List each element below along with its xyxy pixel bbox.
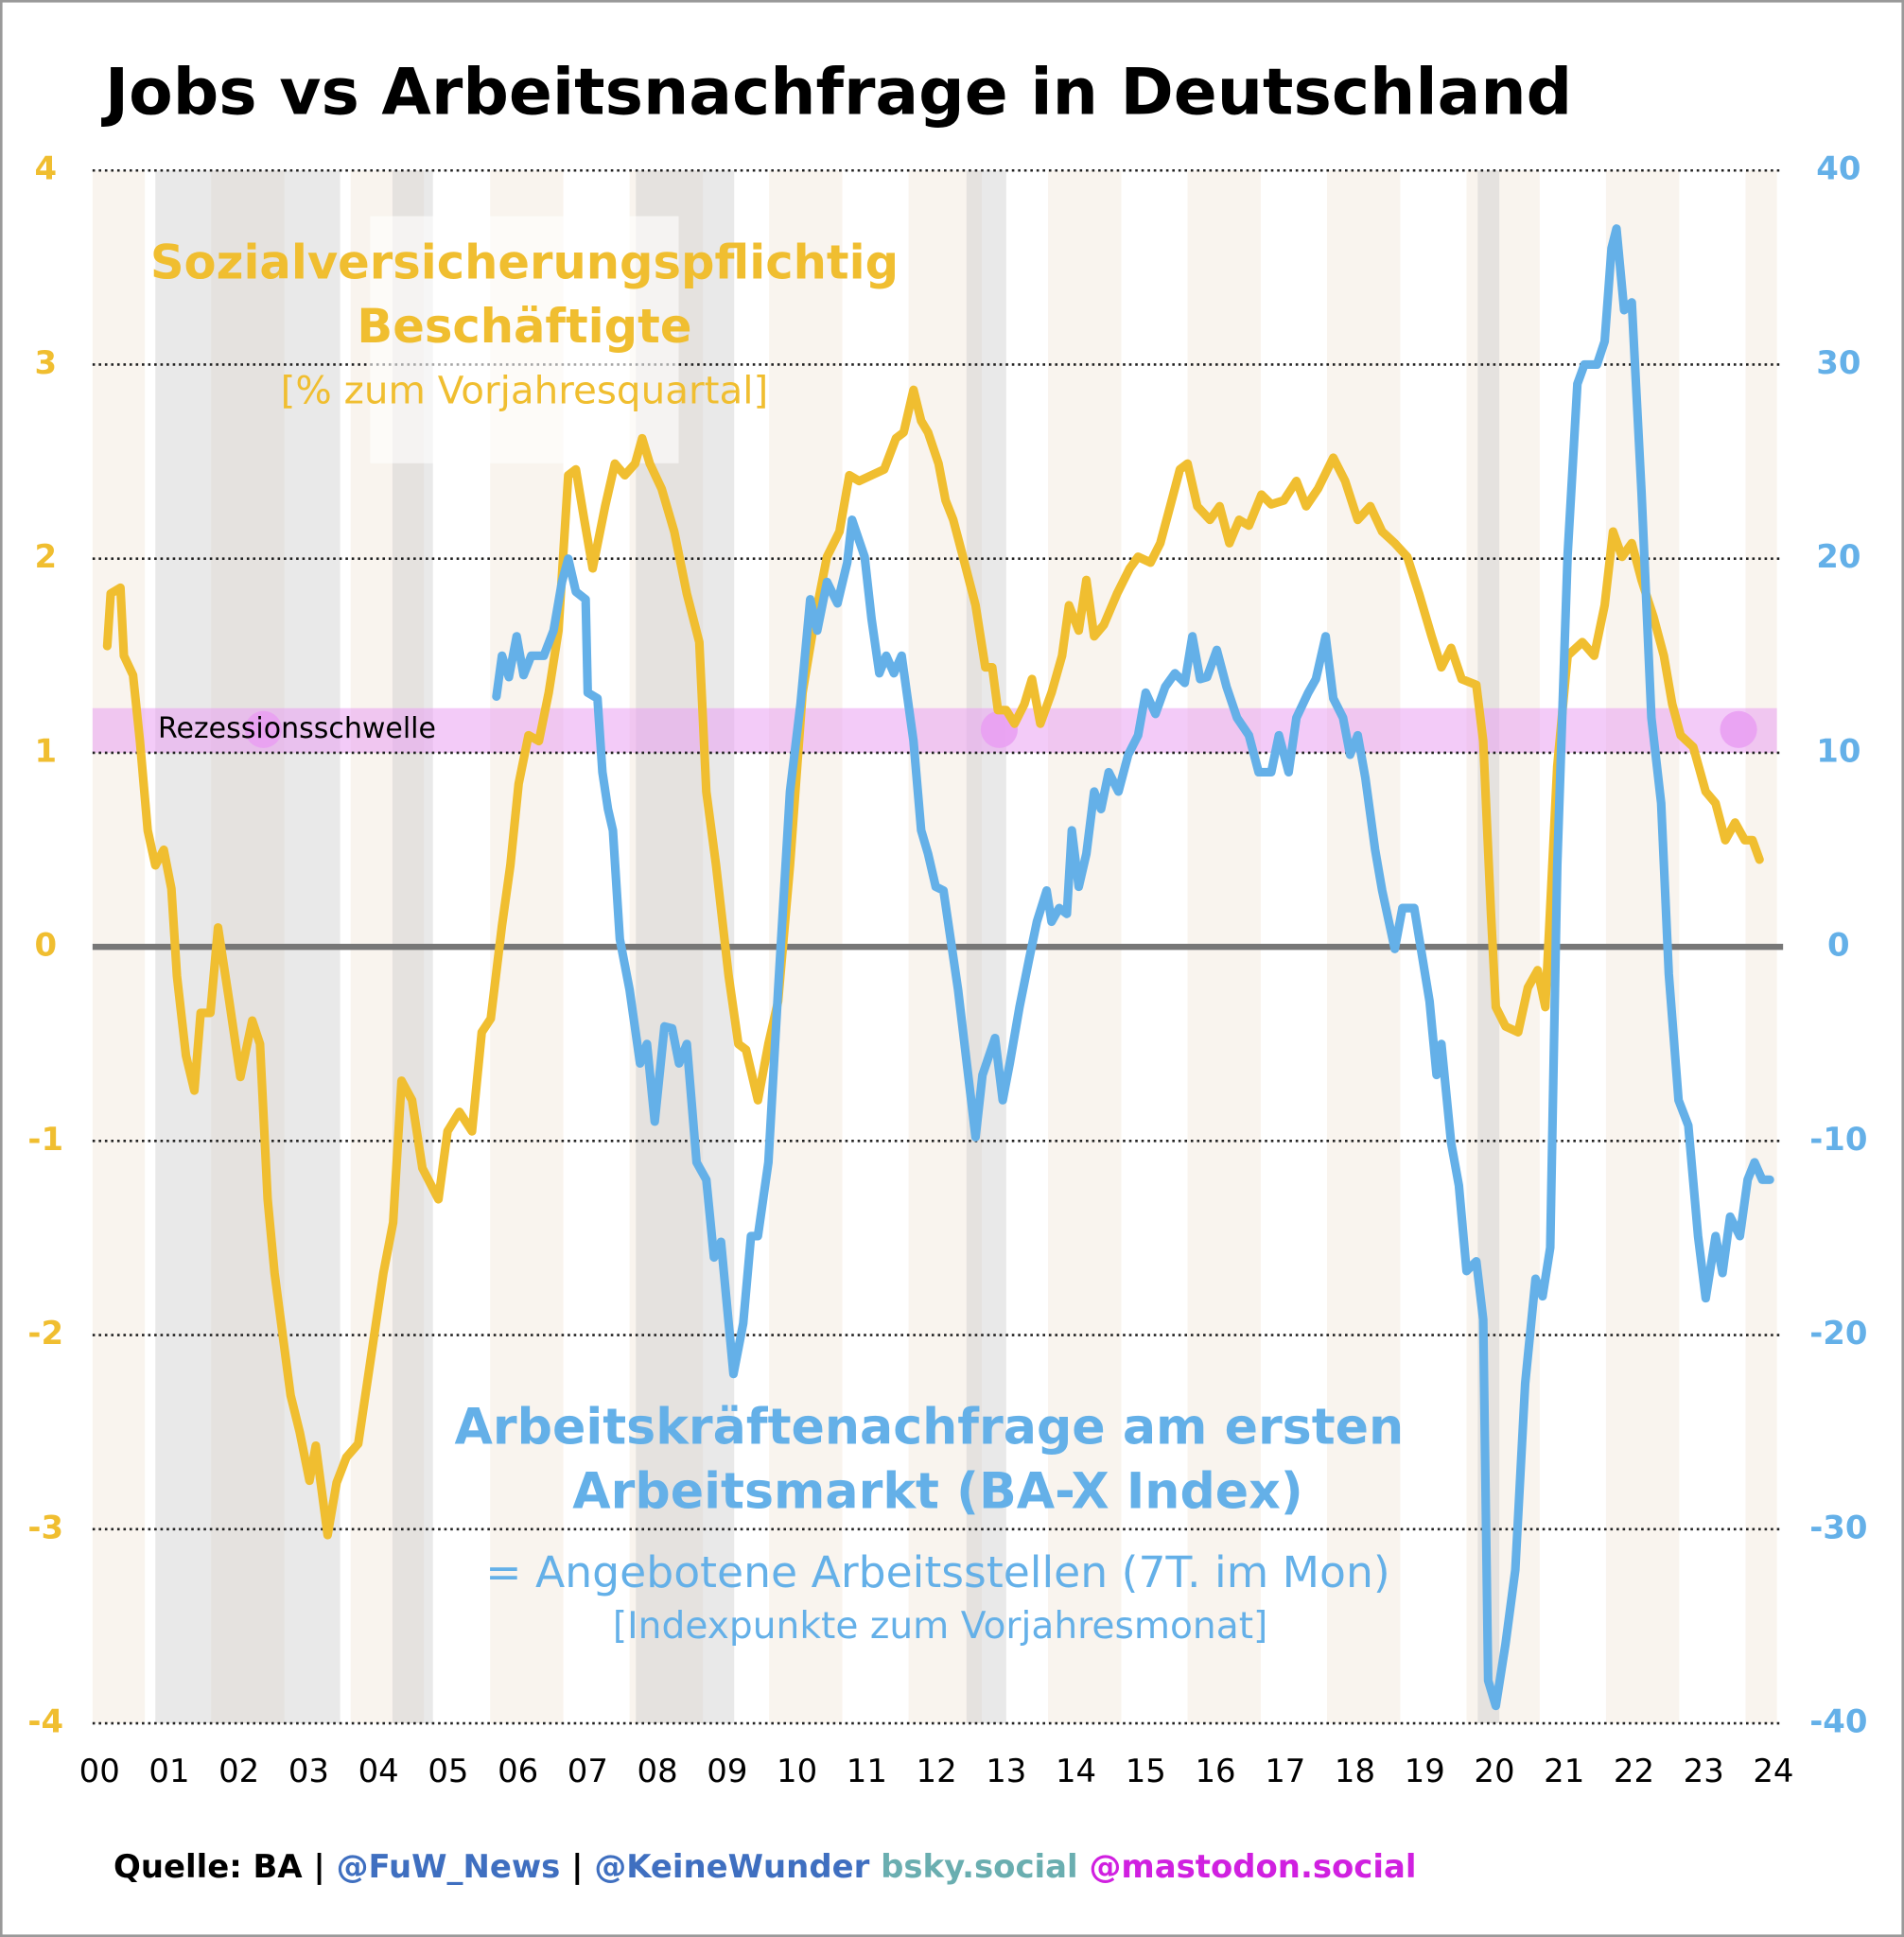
series-unit: [Indexpunkte zum Vorjahresmonat] bbox=[613, 1605, 1267, 1648]
footer-part: Quelle: BA | bbox=[114, 1848, 325, 1885]
series-line bbox=[492, 224, 1774, 1711]
series-unit: [% zum Vorjahresquartal] bbox=[281, 367, 769, 412]
x-tick-label: 05 bbox=[428, 1754, 468, 1790]
series-subtitle: = Angebotene Arbeitsstellen (7T. im Mon) bbox=[485, 1547, 1389, 1597]
y2-tick-label: 30 bbox=[1816, 345, 1860, 382]
x-tick-label: 11 bbox=[847, 1754, 887, 1790]
y-tick-label: -1 bbox=[27, 1122, 63, 1159]
x-tick-label: 10 bbox=[777, 1754, 817, 1790]
series-label: Arbeitsmarkt (BA-X Index) bbox=[572, 1463, 1302, 1520]
x-tick-label: 17 bbox=[1265, 1754, 1305, 1790]
x-tick-label: 01 bbox=[148, 1754, 189, 1790]
y2-tick-label: -30 bbox=[1809, 1509, 1867, 1546]
x-tick-label: 23 bbox=[1684, 1754, 1724, 1790]
x-tick-label: 20 bbox=[1474, 1754, 1514, 1790]
footer-part: @KeineWunder bbox=[594, 1848, 869, 1885]
y-tick-label: -3 bbox=[27, 1509, 63, 1546]
x-tick-label: 08 bbox=[638, 1754, 678, 1790]
footer-part: | bbox=[571, 1848, 583, 1885]
y2-tick-label: -10 bbox=[1809, 1122, 1867, 1159]
x-tick-label: 21 bbox=[1544, 1754, 1584, 1790]
y2-tick-label: 40 bbox=[1816, 151, 1860, 188]
threshold-marker bbox=[1720, 710, 1757, 748]
footer-part: @mastodon.social bbox=[1089, 1848, 1416, 1885]
footer-part: bsky.social bbox=[881, 1848, 1078, 1885]
series-label: Beschäftigte bbox=[357, 299, 691, 354]
y-tick-label: -2 bbox=[27, 1316, 63, 1352]
lines-layer bbox=[102, 224, 1774, 1711]
x-tick-label: 02 bbox=[218, 1754, 259, 1790]
x-tick-label: 06 bbox=[498, 1754, 538, 1790]
threshold-band bbox=[92, 707, 1777, 753]
y-tick-label: 4 bbox=[34, 151, 57, 188]
x-tick-label: 15 bbox=[1126, 1754, 1166, 1790]
series-label: Sozialversicherungspflichtig bbox=[150, 235, 899, 289]
label-box bbox=[370, 216, 679, 463]
y-tick-label: 3 bbox=[34, 345, 57, 382]
x-tick-label: 24 bbox=[1753, 1754, 1793, 1790]
chart-title: Jobs vs Arbeitsnachfrage in Deutschland bbox=[101, 55, 1572, 130]
x-tick-label: 00 bbox=[79, 1754, 120, 1790]
x-tick-label: 13 bbox=[986, 1754, 1026, 1790]
threshold-label: Rezessionsschwelle bbox=[158, 712, 436, 745]
x-tick-label: 18 bbox=[1335, 1754, 1375, 1790]
x-tick-label: 04 bbox=[358, 1754, 399, 1790]
x-tick-label: 14 bbox=[1056, 1754, 1096, 1790]
x-tick-label: 07 bbox=[568, 1754, 608, 1790]
y-tick-label: -4 bbox=[27, 1704, 63, 1741]
y2-tick-label: 20 bbox=[1816, 539, 1860, 576]
x-tick-label: 16 bbox=[1195, 1754, 1235, 1790]
grid-layer bbox=[92, 168, 1784, 1725]
x-tick-label: 22 bbox=[1614, 1754, 1654, 1790]
footer-part: @FuW_News bbox=[337, 1848, 561, 1885]
y2-tick-label: -40 bbox=[1809, 1704, 1867, 1741]
x-tick-label: 12 bbox=[917, 1754, 957, 1790]
series-label: Arbeitskräftenachfrage am ersten bbox=[455, 1399, 1405, 1456]
y-tick-label: 1 bbox=[34, 733, 57, 770]
footer: Quelle: BA | @FuW_News | @KeineWunder bs… bbox=[114, 1848, 1417, 1885]
x-tick-label: 09 bbox=[707, 1754, 747, 1790]
series-line bbox=[102, 385, 1764, 1540]
x-tick-label: 19 bbox=[1405, 1754, 1445, 1790]
y-tick-label: 0 bbox=[34, 928, 57, 965]
threshold-marker bbox=[244, 710, 283, 748]
x-tick-label: 03 bbox=[288, 1754, 329, 1790]
y-tick-label: 2 bbox=[34, 539, 57, 576]
y2-tick-label: 10 bbox=[1816, 733, 1860, 770]
y2-tick-label: -20 bbox=[1809, 1316, 1867, 1352]
y2-tick-label: 0 bbox=[1827, 928, 1850, 965]
